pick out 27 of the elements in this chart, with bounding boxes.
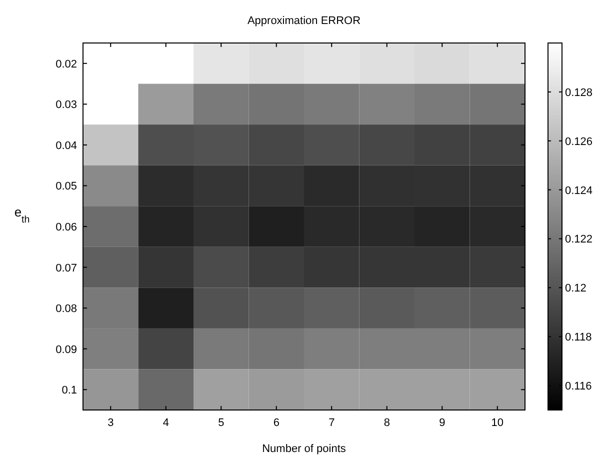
x-tick-label: 4: [162, 417, 169, 429]
color-bar-label: 0.128: [565, 86, 593, 99]
y-tick-label: 0.05: [56, 180, 77, 193]
color-bar-label: 0.122: [565, 234, 593, 246]
color-bar-label: 0.126: [565, 136, 593, 148]
y-tick-label: 0.04: [56, 140, 77, 152]
color-bar-label: 0.12: [565, 282, 586, 295]
y-tick-label: 0.08: [56, 303, 77, 316]
x-tick-label: 7: [328, 417, 335, 429]
y-axis-title: e$_{th}$: [14, 204, 30, 225]
color-bar-label: 0.116: [565, 380, 592, 393]
chart-title: Approximation ERROR: [247, 15, 361, 27]
x-tick-label: 6: [273, 417, 280, 429]
x-tick-label: 3: [108, 417, 114, 429]
y-tick-label: 0.06: [56, 222, 77, 234]
y-tick-label: 0.07: [56, 262, 77, 274]
color-bar-label: 0.124: [565, 184, 593, 197]
y-tick-label: 0.02: [56, 58, 77, 70]
x-axis-title: Number of points: [262, 443, 346, 455]
y-tick-label: 0.03: [56, 99, 77, 112]
x-tick-label: 8: [384, 417, 390, 429]
y-tick-label: 0.09: [56, 344, 77, 356]
x-tick-label: 5: [218, 417, 224, 429]
color-bar-label: 0.118: [565, 332, 592, 344]
x-tick-label: 10: [491, 417, 504, 429]
y-tick-label: 0.1: [62, 384, 77, 397]
x-tick-label: 9: [439, 417, 446, 429]
